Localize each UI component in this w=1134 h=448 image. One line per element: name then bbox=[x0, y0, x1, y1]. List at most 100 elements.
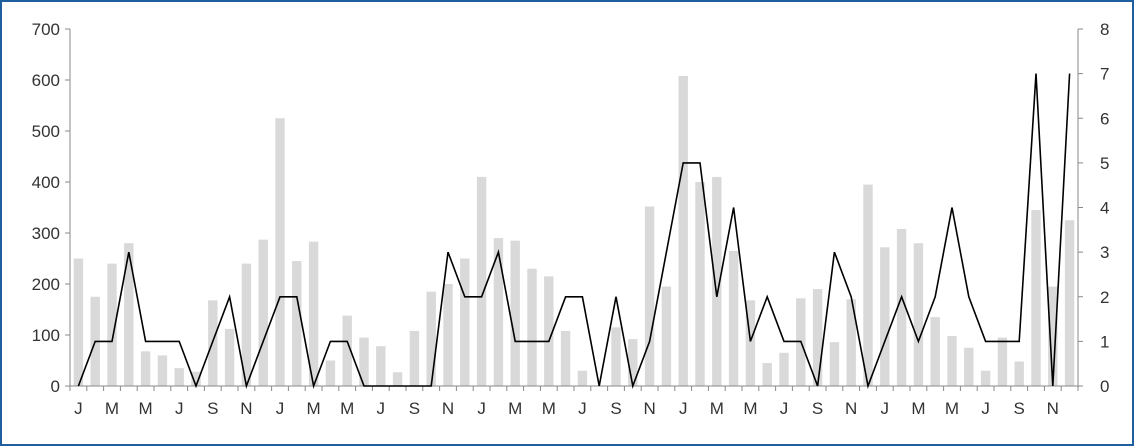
bar bbox=[224, 328, 235, 386]
right-axis-tick-label: 4 bbox=[1100, 199, 1109, 218]
left-axis-tick-label: 600 bbox=[32, 71, 60, 90]
x-axis-tick-label: J bbox=[679, 399, 688, 418]
bar bbox=[863, 184, 873, 386]
bar bbox=[560, 330, 571, 386]
bar bbox=[980, 370, 991, 386]
x-axis-tick-label: M bbox=[340, 399, 354, 418]
x-axis-tick-label: M bbox=[139, 399, 153, 418]
bar bbox=[426, 291, 436, 386]
bar bbox=[460, 258, 470, 386]
x-axis-tick-label: M bbox=[105, 399, 119, 418]
left-axis-tick-label: 100 bbox=[32, 326, 60, 345]
left-axis-tick-label: 200 bbox=[32, 275, 60, 294]
line-series bbox=[77, 73, 1071, 389]
left-axis-tick-label: 500 bbox=[32, 122, 60, 141]
x-axis-tick-label: J bbox=[477, 399, 486, 418]
x-axis-tick-label: J bbox=[981, 399, 990, 418]
bar bbox=[829, 342, 840, 386]
x-axis-tick-label: J bbox=[377, 399, 386, 418]
bar bbox=[913, 243, 924, 386]
right-axis-tick-label: 3 bbox=[1100, 243, 1109, 262]
bar bbox=[779, 352, 789, 386]
bar bbox=[73, 258, 84, 386]
right-axis-tick-label: 6 bbox=[1100, 109, 1109, 128]
right-axis-tick-label: 8 bbox=[1100, 20, 1109, 39]
x-axis-tick-label: J bbox=[578, 399, 587, 418]
bar bbox=[762, 363, 772, 386]
x-axis-tick-label: S bbox=[610, 399, 621, 418]
bar bbox=[140, 351, 151, 386]
left-axis-tick-label: 0 bbox=[51, 377, 60, 396]
x-axis-tick-label: J bbox=[881, 399, 890, 418]
x-axis-tick-label: M bbox=[743, 399, 757, 418]
bar bbox=[1048, 286, 1058, 386]
bar bbox=[628, 339, 638, 386]
bar bbox=[728, 250, 739, 386]
bar bbox=[174, 368, 184, 386]
bar bbox=[695, 182, 705, 386]
bar bbox=[275, 118, 285, 386]
bar bbox=[1031, 210, 1041, 386]
bar bbox=[611, 327, 621, 386]
x-axis-tick-label: M bbox=[911, 399, 925, 418]
bar bbox=[342, 315, 352, 386]
bar bbox=[493, 238, 504, 386]
bar bbox=[325, 360, 336, 386]
left-axis-tick-label: 400 bbox=[32, 173, 60, 192]
bar bbox=[510, 240, 520, 386]
bar bbox=[1014, 361, 1024, 386]
bar bbox=[678, 75, 688, 387]
right-axis-tick-label: 7 bbox=[1100, 65, 1109, 84]
x-axis-tick-label: N bbox=[1047, 399, 1059, 418]
x-axis-tick-label: N bbox=[845, 399, 857, 418]
bar bbox=[191, 371, 201, 386]
bar bbox=[812, 289, 823, 386]
bar bbox=[376, 346, 386, 386]
bar bbox=[258, 239, 268, 386]
bar bbox=[292, 261, 302, 386]
bar bbox=[392, 372, 403, 386]
x-axis-tick-label: M bbox=[945, 399, 959, 418]
x-axis-tick-label: S bbox=[207, 399, 218, 418]
x-axis-tick-label: J bbox=[780, 399, 789, 418]
x-axis-tick-label: M bbox=[508, 399, 522, 418]
bar bbox=[930, 317, 940, 386]
left-axis-tick-label: 700 bbox=[32, 20, 60, 39]
bar bbox=[1064, 220, 1075, 386]
x-axis-tick-label: M bbox=[307, 399, 321, 418]
bar bbox=[157, 355, 168, 386]
bar bbox=[409, 330, 420, 386]
x-axis-tick-label: S bbox=[1014, 399, 1025, 418]
x-axis-tick-label: N bbox=[643, 399, 655, 418]
bar bbox=[880, 247, 890, 386]
bar bbox=[997, 337, 1008, 386]
x-axis-tick-label: J bbox=[74, 399, 83, 418]
bar bbox=[896, 228, 907, 386]
bar bbox=[443, 284, 453, 386]
bar bbox=[308, 241, 319, 386]
x-axis-tick-label: M bbox=[542, 399, 556, 418]
x-axis-tick-label: J bbox=[175, 399, 184, 418]
right-axis-tick-label: 5 bbox=[1100, 154, 1109, 173]
x-axis-tick-label: S bbox=[409, 399, 420, 418]
bar bbox=[241, 263, 252, 386]
left-axis-tick-label: 300 bbox=[32, 224, 60, 243]
bar bbox=[544, 276, 554, 386]
bar bbox=[644, 206, 655, 386]
right-axis-tick-label: 2 bbox=[1100, 288, 1109, 307]
right-axis-tick-label: 1 bbox=[1100, 332, 1109, 351]
bar bbox=[745, 300, 756, 386]
bar bbox=[846, 299, 856, 386]
bar bbox=[476, 176, 487, 386]
x-axis-tick-label: J bbox=[276, 399, 285, 418]
x-axis-tick-label: N bbox=[442, 399, 454, 418]
bar bbox=[107, 263, 117, 386]
bar bbox=[661, 286, 672, 386]
bar bbox=[947, 336, 957, 386]
x-axis-tick-label: N bbox=[240, 399, 252, 418]
bar bbox=[124, 243, 134, 386]
bar bbox=[964, 347, 974, 386]
right-axis-tick-label: 0 bbox=[1100, 377, 1109, 396]
